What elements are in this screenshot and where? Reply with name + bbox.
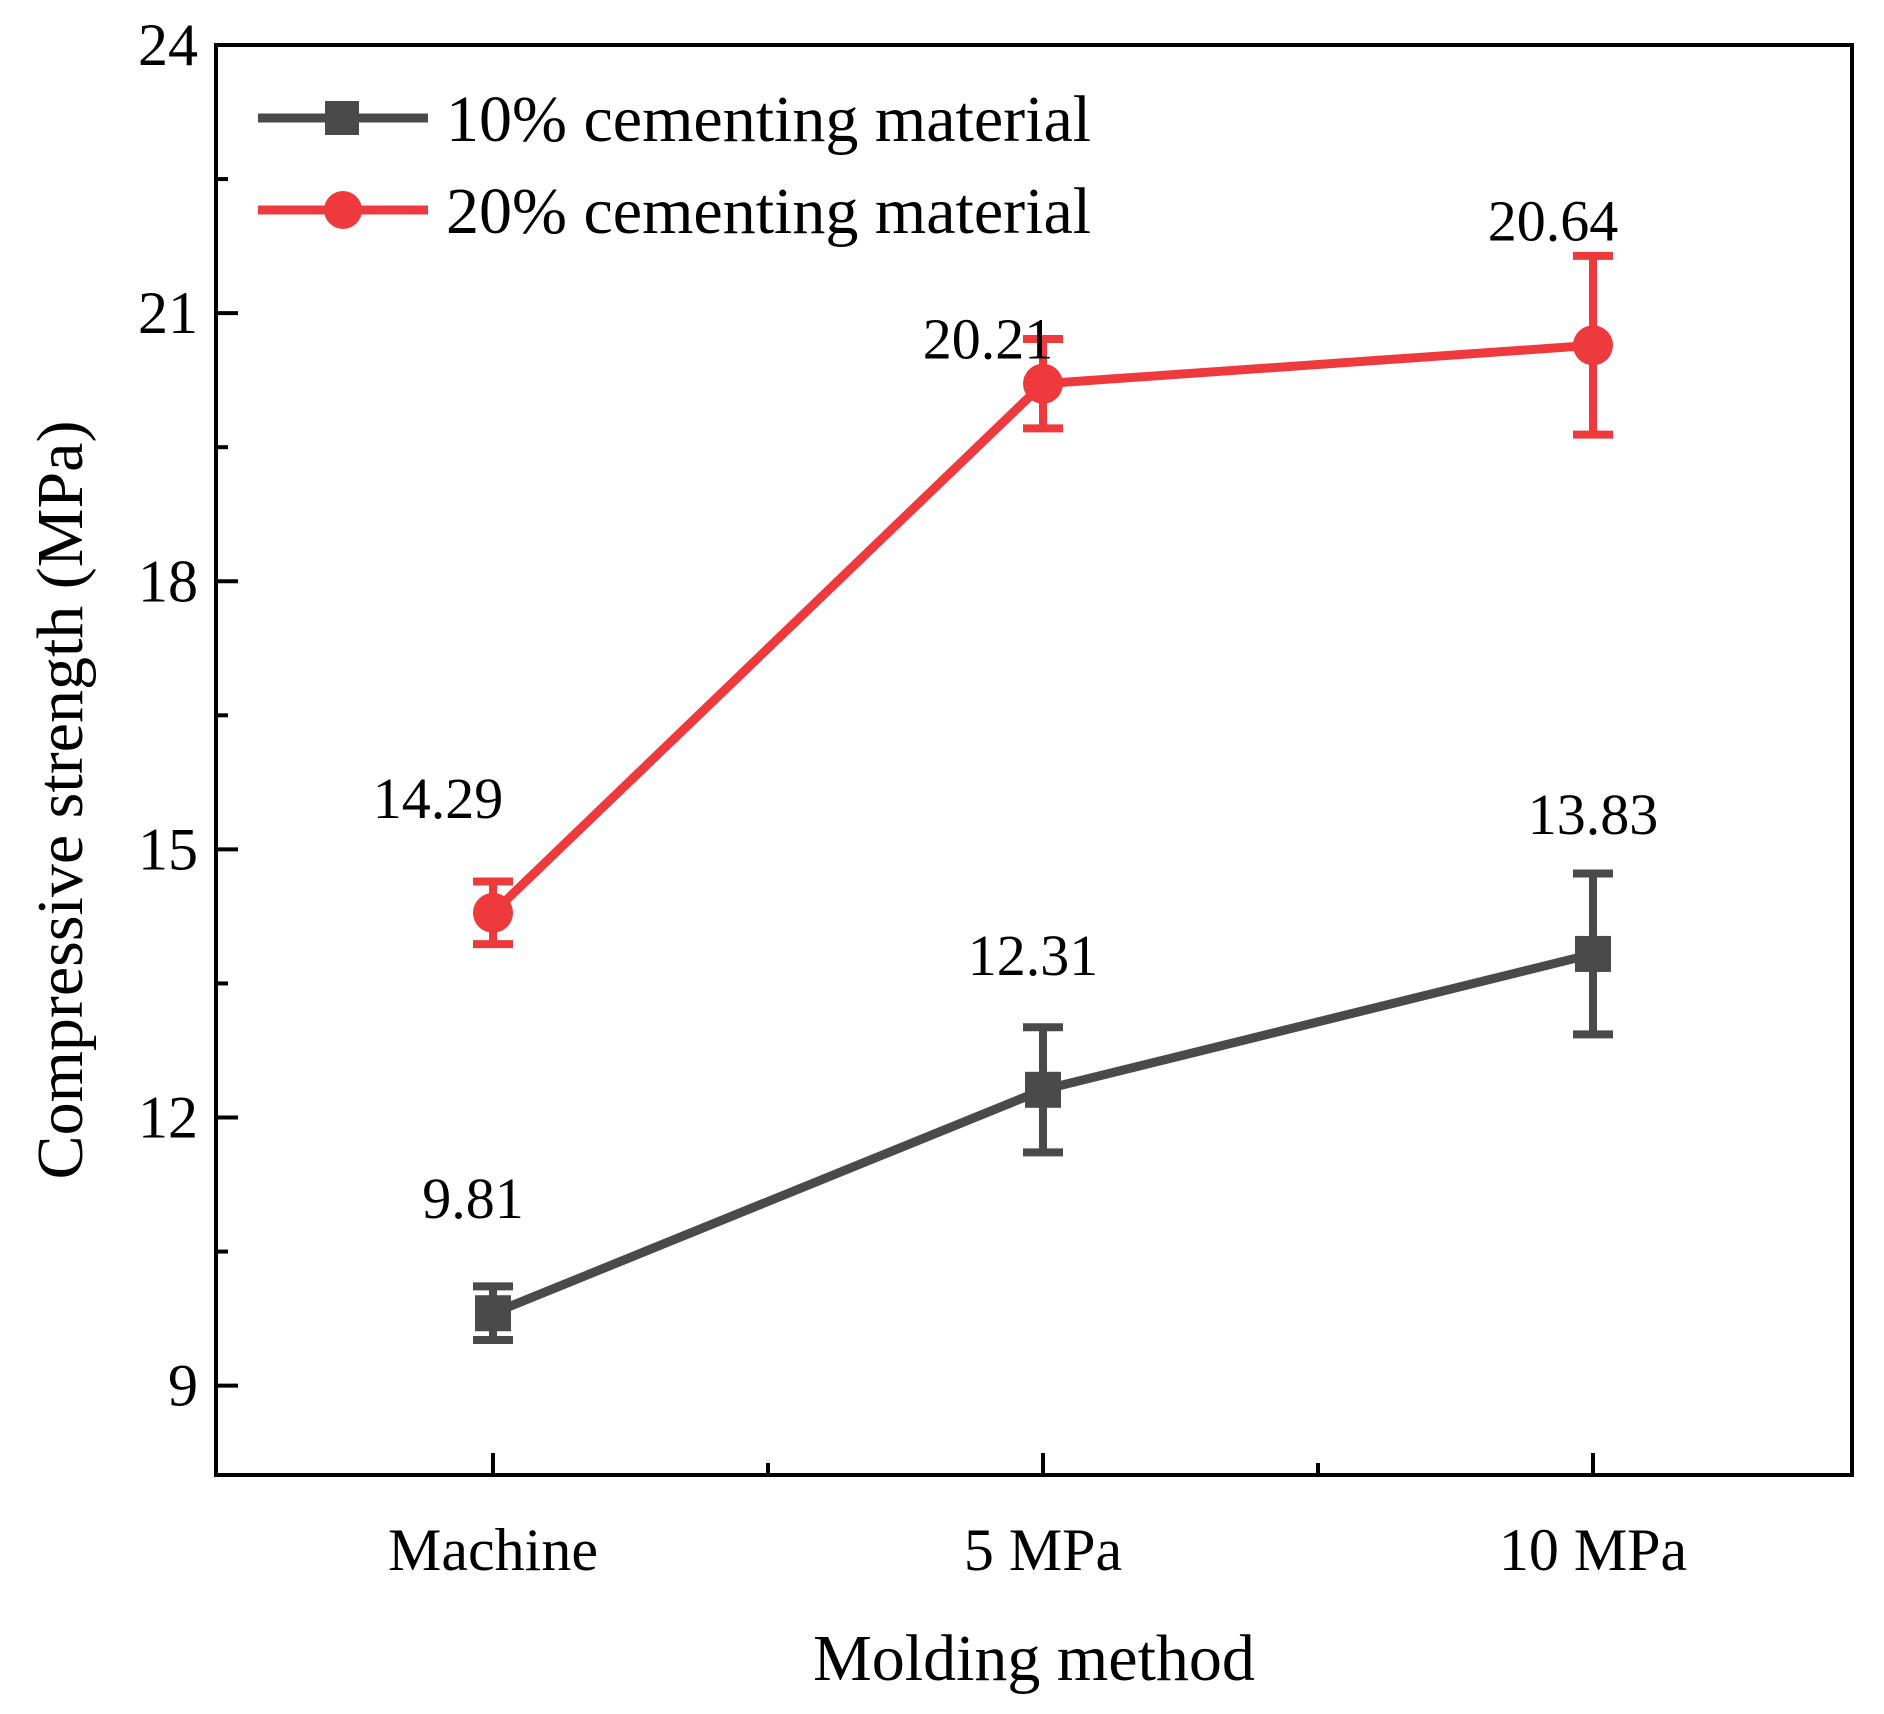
y-tick-label: 21 — [138, 280, 198, 346]
x-axis-title: Molding method — [813, 1622, 1255, 1695]
data-point-circle — [473, 892, 513, 933]
data-label: 13.83 — [1528, 782, 1659, 847]
legend: 10% cementing material 20% cementing mate… — [258, 83, 1091, 248]
legend-marker-circle — [324, 191, 362, 229]
legend-label: 20% cementing material — [446, 175, 1091, 248]
data-point-square — [1575, 935, 1611, 972]
y-tick-label: 9 — [168, 1353, 198, 1419]
plot-frame — [214, 43, 1854, 1477]
data-point-square — [1025, 1071, 1061, 1108]
legend-item: 20% cementing material — [258, 175, 1091, 248]
data-label: 20.21 — [923, 307, 1054, 372]
y-tick-label: 12 — [138, 1085, 198, 1151]
y-axis-title: Compressive strength (MPa) — [24, 421, 97, 1180]
series-2 — [473, 251, 1613, 949]
x-tick-label: 10 MPa — [1499, 1517, 1687, 1583]
legend-item: 10% cementing material — [258, 83, 1091, 156]
data-point-circle — [1023, 363, 1063, 404]
series-layer — [473, 251, 1613, 1345]
data-label-layer: 9.81 12.31 13.83 14.29 20.21 20.64 — [373, 188, 1659, 1231]
legend-label: 10% cementing material — [446, 83, 1091, 156]
series-1 — [473, 869, 1613, 1345]
y-tick-label: 24 — [138, 12, 198, 78]
legend-marker-square — [325, 101, 359, 135]
x-tick-label: 5 MPa — [964, 1517, 1122, 1583]
y-tick-label: 18 — [138, 548, 198, 614]
data-label: 14.29 — [373, 766, 504, 831]
axis-layer: 9 12 15 18 21 24 Machine 5 MPa 10 MPa — [138, 12, 1687, 1583]
data-label: 20.64 — [1488, 188, 1619, 253]
x-tick-label: Machine — [388, 1517, 598, 1583]
data-label: 9.81 — [422, 1166, 524, 1231]
data-label: 12.31 — [968, 923, 1099, 988]
data-point-square — [475, 1295, 511, 1332]
data-point-circle — [1573, 325, 1613, 366]
y-tick-label: 15 — [138, 816, 198, 882]
